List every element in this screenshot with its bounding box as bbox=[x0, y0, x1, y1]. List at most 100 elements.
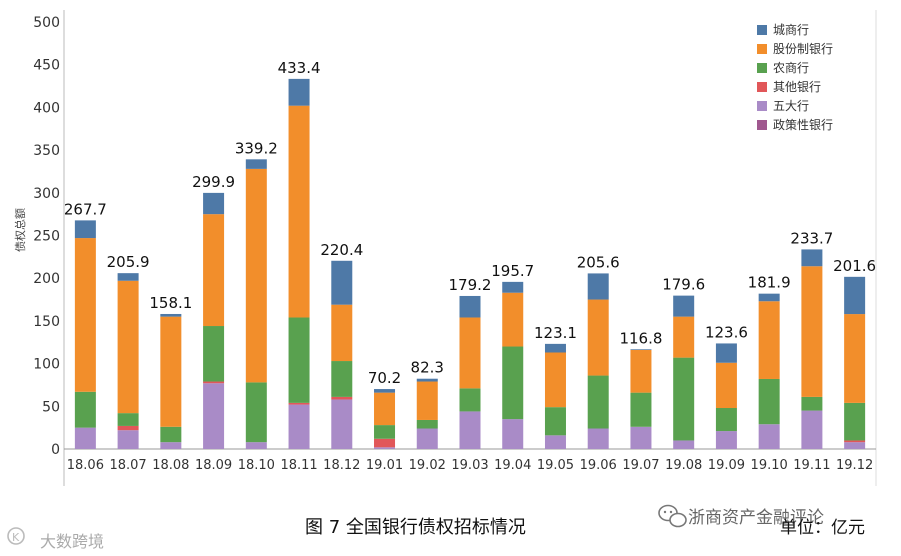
bar-segment bbox=[758, 293, 780, 302]
y-tick-label: 250 bbox=[33, 229, 60, 245]
y-tick-label: 0 bbox=[51, 442, 60, 458]
x-tick-label: 18.12 bbox=[323, 458, 360, 473]
bar-total-label: 123.1 bbox=[534, 324, 577, 342]
bar-segment bbox=[844, 442, 866, 449]
bar-segment bbox=[117, 425, 139, 431]
bar-segment bbox=[160, 313, 182, 317]
legend-swatch bbox=[757, 101, 767, 111]
bar-segment bbox=[416, 381, 438, 420]
bar-segment bbox=[374, 425, 396, 439]
bar-segment bbox=[715, 362, 737, 409]
watermark-account: 浙商资产金融评论 bbox=[688, 508, 824, 528]
bar-segment bbox=[331, 399, 353, 449]
bar-segment bbox=[374, 389, 396, 393]
bar-segment bbox=[117, 273, 139, 281]
bar-total-label: 158.1 bbox=[149, 294, 192, 312]
bar-segment bbox=[715, 343, 737, 363]
x-tick-label: 19.05 bbox=[537, 458, 574, 473]
bar-segment bbox=[544, 352, 566, 408]
y-tick-label: 400 bbox=[33, 100, 60, 116]
bar-segment bbox=[459, 317, 481, 389]
bar-segment bbox=[844, 314, 866, 403]
bar-total-label: 116.8 bbox=[619, 329, 662, 347]
x-tick-label: 19.04 bbox=[494, 458, 531, 473]
bar-segment bbox=[288, 78, 310, 106]
legend-label: 政策性银行 bbox=[773, 118, 833, 132]
bar-segment bbox=[374, 447, 396, 449]
x-tick-label: 19.07 bbox=[622, 458, 659, 473]
bar-total-label: 195.7 bbox=[491, 262, 534, 280]
y-tick-label: 500 bbox=[33, 15, 60, 31]
bar-total-label: 123.6 bbox=[705, 323, 748, 341]
bar-segment bbox=[74, 427, 96, 449]
x-tick-label: 18.10 bbox=[238, 458, 275, 473]
bar-segment bbox=[630, 349, 652, 350]
figure-caption: 图 7 全国银行债权招标情况 bbox=[305, 517, 526, 538]
bar-segment bbox=[288, 404, 310, 449]
bar-segment bbox=[160, 442, 182, 449]
legend-swatch bbox=[757, 82, 767, 92]
bar-segment bbox=[758, 301, 780, 379]
bar-total-label: 70.2 bbox=[368, 369, 401, 387]
bar-segment bbox=[587, 428, 609, 449]
bar-total-label: 179.2 bbox=[449, 276, 492, 294]
bar-segment bbox=[630, 426, 652, 449]
watermark-corner: 大数跨境 bbox=[40, 532, 104, 551]
bar-segment bbox=[630, 349, 652, 393]
bar-segment bbox=[117, 413, 139, 426]
x-tick-label: 18.09 bbox=[195, 458, 232, 473]
bar-segment bbox=[74, 220, 96, 239]
bar-segment bbox=[587, 375, 609, 429]
legend-label: 城商行 bbox=[773, 22, 809, 37]
x-tick-label: 19.01 bbox=[366, 458, 403, 473]
bar-segment bbox=[331, 260, 353, 305]
bar-segment bbox=[801, 396, 823, 411]
bar-segment bbox=[117, 430, 139, 449]
legend-swatch bbox=[757, 44, 767, 54]
y-tick-label: 50 bbox=[42, 399, 60, 415]
bar-segment bbox=[117, 280, 139, 414]
bar-segment bbox=[203, 326, 225, 382]
bar-segment bbox=[374, 392, 396, 426]
bar-segment bbox=[288, 402, 310, 405]
legend-label: 其他银行 bbox=[773, 80, 821, 94]
x-tick-label: 18.08 bbox=[152, 458, 189, 473]
bar-segment bbox=[245, 159, 267, 169]
bar-segment bbox=[715, 431, 737, 449]
bar-total-label: 299.9 bbox=[192, 173, 235, 191]
bar-total-label: 267.7 bbox=[64, 200, 107, 218]
bar-segment bbox=[844, 276, 866, 315]
legend-swatch bbox=[757, 63, 767, 73]
bar-segment bbox=[374, 438, 396, 448]
bar-segment bbox=[416, 419, 438, 429]
x-tick-label: 18.07 bbox=[109, 458, 146, 473]
bar-segment bbox=[801, 249, 823, 267]
bar-segment bbox=[673, 440, 695, 449]
x-tick-label: 18.06 bbox=[67, 458, 104, 473]
y-tick-label: 450 bbox=[33, 58, 60, 74]
bar-segment bbox=[673, 357, 695, 441]
bar-total-label: 201.6 bbox=[833, 257, 876, 275]
bar-segment bbox=[245, 382, 267, 443]
x-tick-label: 19.09 bbox=[708, 458, 745, 473]
bar-segment bbox=[459, 411, 481, 449]
legend-label: 五大行 bbox=[773, 99, 809, 113]
bar-segment bbox=[544, 343, 566, 353]
bar-segment bbox=[801, 410, 823, 449]
bar-segment bbox=[203, 214, 225, 327]
bar-segment bbox=[502, 292, 524, 347]
bar-segment bbox=[203, 383, 225, 449]
x-tick-label: 19.06 bbox=[580, 458, 617, 473]
x-tick-label: 19.03 bbox=[451, 458, 488, 473]
bar-segment bbox=[587, 273, 609, 300]
bar-segment bbox=[801, 266, 823, 397]
x-tick-label: 19.10 bbox=[751, 458, 788, 473]
bar-segment bbox=[502, 419, 524, 449]
unit-label: 单位：亿元 bbox=[780, 518, 865, 538]
bar-total-label: 181.9 bbox=[748, 274, 791, 292]
bar-segment bbox=[502, 281, 524, 293]
x-axis: 18.06 18.07 18.08 18.09 18.10 18.11 18.12 19.01… bbox=[67, 458, 873, 473]
